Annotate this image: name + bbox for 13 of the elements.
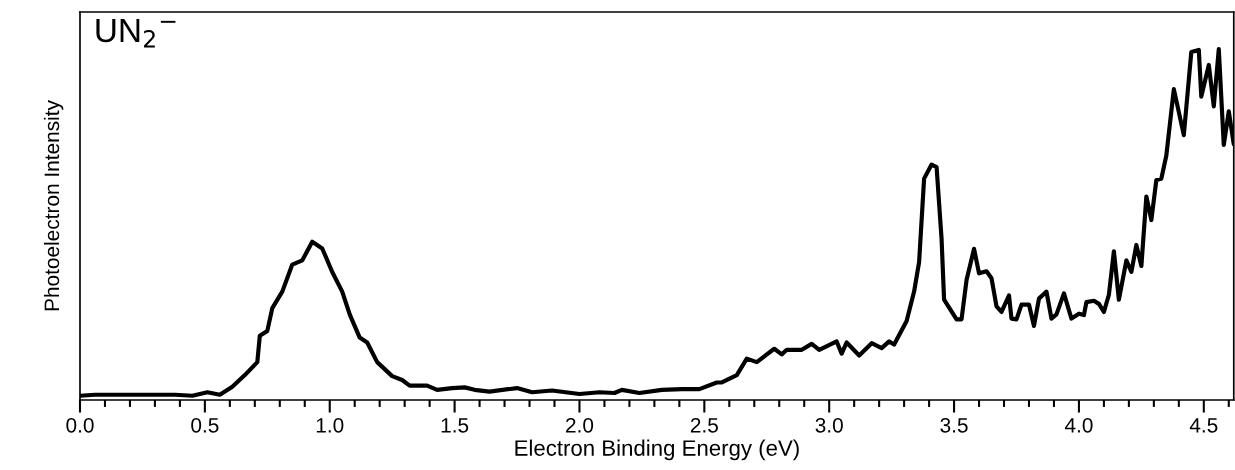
- x-tick-label: 3.0: [815, 417, 843, 433]
- chart-title: UN$_{2}$$^{−}$: [96, 18, 176, 48]
- y-axis-title: Photoelectron Intensity: [43, 100, 64, 311]
- x-tick-label: 0.0: [66, 417, 94, 433]
- x-tick-label: 4.5: [1189, 418, 1218, 433]
- x-tick-label: 1.5: [441, 418, 469, 433]
- x-tick-label: 1.0: [316, 417, 344, 433]
- x-tick-label: 3.5: [940, 417, 968, 433]
- x-tick-label: 2.0: [566, 417, 594, 433]
- x-tick-label: 2.5: [690, 417, 718, 433]
- x-tick-label: 0.5: [191, 417, 219, 433]
- x-tick-label: 4.0: [1064, 417, 1093, 433]
- x-axis-title: Electron Binding Energy (eV): [515, 439, 799, 461]
